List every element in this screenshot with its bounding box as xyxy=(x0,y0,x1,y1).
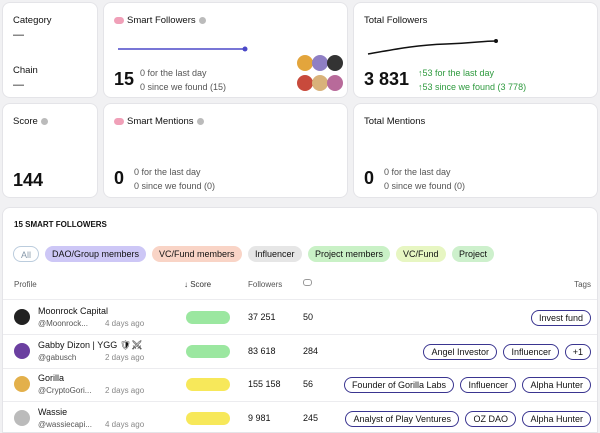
profile-avatar xyxy=(14,309,30,325)
score-pill xyxy=(186,378,230,391)
filter-chip[interactable]: DAO/Group members xyxy=(45,246,147,262)
smart-mentions-card: Smart Mentions 0 0 for the last day 0 si… xyxy=(103,103,348,198)
tag[interactable]: Invest fund xyxy=(530,310,591,326)
profile-name[interactable]: Gabby Dizon | YGG 🛡⚔ xyxy=(38,339,143,350)
value: — xyxy=(13,29,24,41)
tag[interactable]: +1 xyxy=(564,343,591,360)
profile-age: 4 days ago xyxy=(105,319,145,328)
profile-age: 2 days ago xyxy=(105,352,145,362)
profile-avatar xyxy=(14,376,30,392)
day-change: 0 for the last day xyxy=(134,167,201,177)
profile-age: 2 days ago xyxy=(105,386,145,395)
score-card: Score 144 xyxy=(2,103,98,198)
title: Smart Followers xyxy=(114,15,206,26)
profile-avatar xyxy=(14,342,30,359)
followers: 155 158 xyxy=(248,379,281,389)
value: — xyxy=(13,79,24,91)
profile-age: 4 days ago xyxy=(105,419,145,429)
profile-name[interactable]: Wassie xyxy=(38,406,68,417)
value: 144 xyxy=(13,170,44,190)
avatar xyxy=(312,55,328,71)
profile-handle[interactable]: @wassiecapi... xyxy=(38,419,92,429)
mentions: 56 xyxy=(303,379,314,389)
followers: 9 981 xyxy=(248,412,271,423)
tag[interactable]: Analyst of Play Ventures xyxy=(345,410,459,427)
since-change: ↑53 since we found (3 778) xyxy=(418,82,527,92)
tag[interactable]: Founder of Gorilla Labs xyxy=(343,377,454,393)
score-pill xyxy=(186,411,230,425)
mentions: 50 xyxy=(303,312,314,322)
value: 3 831 xyxy=(364,69,410,89)
profile-handle[interactable]: @Moonrock... xyxy=(38,319,88,328)
title: Total Followers xyxy=(364,15,428,26)
label: Category xyxy=(13,15,52,26)
column-header[interactable]: ↓ Score xyxy=(184,280,212,289)
profile-handle[interactable]: @CryptoGori... xyxy=(38,386,92,395)
tag[interactable]: Influencer xyxy=(503,343,559,360)
tag[interactable]: Angel Investor xyxy=(423,343,497,360)
avatar xyxy=(327,55,343,71)
profile-name[interactable]: Moonrock Capital xyxy=(38,306,109,316)
avatar xyxy=(297,75,313,91)
since-change: 0 since we found (0) xyxy=(384,181,466,191)
title-text: Smart Mentions xyxy=(127,116,194,127)
tag[interactable]: Alpha Hunter xyxy=(522,377,591,393)
title: Total Mentions xyxy=(364,116,426,127)
separator xyxy=(3,299,597,300)
tag[interactable]: OZ DAO xyxy=(465,410,516,427)
sparkline xyxy=(118,46,248,52)
title-text: Smart Followers xyxy=(127,15,196,26)
avatar xyxy=(297,55,313,71)
total-followers-card: Total Followers 3 831 ↑53 for the last d… xyxy=(353,2,598,98)
mentions-icon xyxy=(303,279,312,286)
meta-card: Category — Chain — xyxy=(2,2,98,98)
column-header: Followers xyxy=(248,280,283,289)
filter-chip[interactable]: VC/Fund xyxy=(396,246,446,262)
filter-chip[interactable]: All xyxy=(13,246,40,262)
separator xyxy=(3,334,597,335)
followers: 83 618 xyxy=(248,345,276,356)
separator xyxy=(3,401,597,402)
total-mentions-card: Total Mentions 0 0 for the last day 0 si… xyxy=(353,103,598,198)
separator xyxy=(3,367,597,369)
avatar xyxy=(327,75,343,91)
tag[interactable]: Alpha Hunter xyxy=(522,410,591,427)
score-pill xyxy=(186,344,230,358)
smart-followers-table: 15 SMART FOLLOWERS Profile ↓ Score Follo… xyxy=(2,207,598,433)
column-header: Profile xyxy=(14,280,37,289)
day-change: 0 for the last day xyxy=(140,68,207,78)
followers: 37 251 xyxy=(248,312,276,322)
value: 0 xyxy=(364,168,375,188)
since-change: 0 since we found (15) xyxy=(140,82,227,92)
day-change: 0 for the last day xyxy=(384,167,451,177)
title: Smart Mentions xyxy=(114,116,204,127)
title: Score xyxy=(13,116,48,127)
filter-chip[interactable]: Project xyxy=(452,246,495,262)
table-title: 15 SMART FOLLOWERS xyxy=(14,220,107,229)
title-text: Score xyxy=(13,116,38,127)
value: 15 xyxy=(114,69,135,89)
sparkline xyxy=(367,39,498,55)
avatar xyxy=(312,75,328,91)
tag[interactable]: Influencer xyxy=(460,377,516,393)
value: 0 xyxy=(114,168,125,188)
profile-avatar xyxy=(14,409,30,426)
filter-chip[interactable]: VC/Fund members xyxy=(152,246,242,262)
label: Chain xyxy=(13,65,38,76)
profile-name[interactable]: Gorilla xyxy=(38,373,65,383)
score-pill xyxy=(186,311,230,324)
filter-chip[interactable]: Influencer xyxy=(248,246,302,262)
filter-chip[interactable]: Project members xyxy=(308,246,391,262)
mentions: 284 xyxy=(303,345,319,356)
mentions: 245 xyxy=(303,412,319,423)
since-change: 0 since we found (0) xyxy=(134,181,216,191)
column-header: Tags xyxy=(574,280,591,289)
smart-followers-card: Smart Followers 15 0 for the last day 0 … xyxy=(103,2,348,98)
profile-handle[interactable]: @gabusch xyxy=(38,352,77,362)
day-change: ↑53 for the last day xyxy=(418,68,495,78)
